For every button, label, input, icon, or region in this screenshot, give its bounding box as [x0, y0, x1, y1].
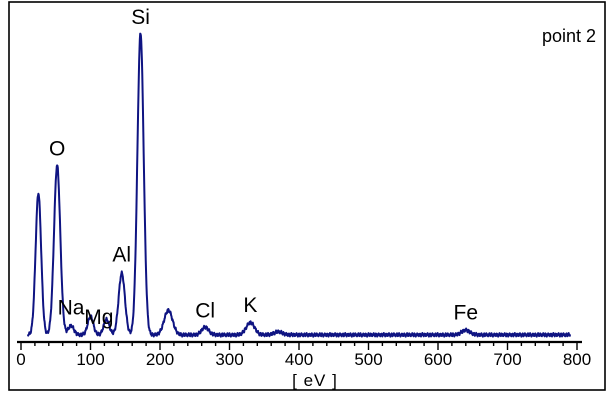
- x-axis-ticks: 0 100 200 300 400 500 600 700 800: [16, 342, 591, 369]
- peak-label-fe: Fe: [454, 301, 479, 324]
- peak-annotations: O Na Mg Al Si Cl K Fe: [49, 6, 478, 329]
- peak-label-mg: Mg: [84, 306, 113, 329]
- spectrum-series: [26, 32, 572, 338]
- x-tick-label: 700: [493, 350, 521, 369]
- x-tick-label: 600: [424, 350, 452, 369]
- peak-label-o: O: [49, 137, 65, 160]
- peak-label-cl: Cl: [195, 300, 215, 323]
- x-tick-label: 800: [563, 350, 591, 369]
- plot-frame: [8, 1, 606, 391]
- chart-title: point 2: [542, 26, 596, 46]
- x-tick-label: 200: [146, 350, 174, 369]
- x-tick-label: 0: [16, 350, 25, 369]
- peak-label-si: Si: [131, 6, 150, 29]
- x-axis-label: [ eV ]: [292, 371, 338, 390]
- peak-label-al: Al: [112, 243, 131, 266]
- x-tick-label: 100: [76, 350, 104, 369]
- x-tick-label: 400: [285, 350, 313, 369]
- peak-label-na: Na: [58, 297, 85, 320]
- x-tick-label: 300: [215, 350, 243, 369]
- x-tick-label: 500: [354, 350, 382, 369]
- peak-label-k: K: [243, 294, 257, 317]
